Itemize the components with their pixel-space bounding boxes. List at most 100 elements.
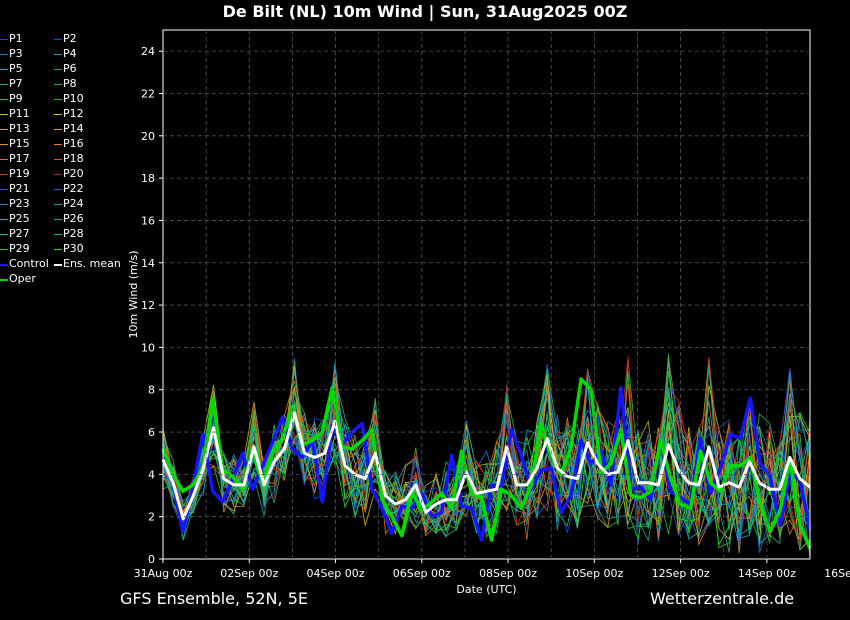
legend-label: P1	[9, 32, 23, 45]
y-tick-label: 10	[141, 341, 155, 354]
legend-label: P15	[9, 137, 30, 150]
legend-swatch	[0, 189, 8, 190]
y-tick-label: 0	[148, 553, 155, 566]
legend-label: P23	[9, 197, 30, 210]
legend-swatch	[54, 114, 62, 115]
source-caption: Wetterzentrale.de	[650, 589, 795, 608]
legend-label: P28	[63, 227, 84, 240]
legend-swatch	[0, 249, 8, 250]
y-tick-label: 16	[141, 214, 155, 227]
legend-swatch	[0, 39, 8, 40]
ens-mean-line	[161, 411, 811, 521]
y-tick-label: 8	[148, 384, 155, 397]
y-tick-label: 20	[141, 130, 155, 143]
legend-swatch	[54, 189, 62, 190]
oper-line	[161, 377, 812, 550]
legend-swatch	[54, 204, 62, 205]
x-tick-label: 04Sep 00z	[307, 567, 365, 580]
y-tick-label: 6	[148, 426, 155, 439]
legend-label: P25	[9, 212, 30, 225]
legend-swatch	[0, 159, 8, 160]
chart-title: De Bilt (NL) 10m Wind | Sun, 31Aug2025 0…	[222, 2, 628, 21]
ensemble-member-lines	[162, 354, 811, 557]
legend-swatch	[0, 264, 8, 266]
x-tick-label: 14Sep 00z	[738, 567, 796, 580]
legend-swatch	[0, 219, 8, 220]
y-tick-label: 2	[148, 511, 155, 524]
legend-swatch	[0, 234, 8, 235]
legend-label: P12	[63, 107, 84, 120]
legend-label: Oper	[9, 272, 36, 285]
legend-label: P5	[9, 62, 23, 75]
legend-label: P17	[9, 152, 30, 165]
legend-label: Control	[9, 257, 49, 270]
legend-label: P30	[63, 242, 84, 255]
legend-swatch	[54, 144, 62, 145]
legend-label: P21	[9, 182, 30, 195]
member-line-p21	[162, 367, 811, 547]
legend-swatch	[54, 174, 62, 175]
legend-label: P7	[9, 77, 23, 90]
legend-swatch	[54, 234, 62, 235]
legend-label: P22	[63, 182, 84, 195]
y-tick-label: 24	[141, 45, 155, 58]
legend-label: P9	[9, 92, 23, 105]
y-tick-label: 14	[141, 257, 155, 270]
legend-label: P8	[63, 77, 77, 90]
x-tick-label: 02Sep 00z	[220, 567, 278, 580]
legend-swatch	[54, 249, 62, 250]
x-axis-label: Date (UTC)	[456, 583, 516, 596]
y-tick-label: 18	[141, 172, 155, 185]
legend-swatch	[0, 69, 8, 70]
legend-label: P26	[63, 212, 84, 225]
legend-label: Ens. mean	[63, 257, 121, 270]
legend-swatch	[54, 84, 62, 85]
legend-swatch	[0, 144, 8, 145]
model-caption: GFS Ensemble, 52N, 5E	[120, 589, 308, 608]
legend-swatch	[0, 54, 8, 55]
x-tick-label: 10Sep 00z	[565, 567, 623, 580]
legend-label: P3	[9, 47, 23, 60]
x-tick-label: 06Sep 00z	[393, 567, 451, 580]
x-tick-label: 12Sep 00z	[652, 567, 710, 580]
legend-label: P24	[63, 197, 84, 210]
legend-swatch	[0, 84, 8, 85]
legend-label: P29	[9, 242, 30, 255]
legend-label: P19	[9, 167, 30, 180]
legend-swatch	[54, 99, 62, 100]
legend-swatch	[54, 69, 62, 70]
legend-swatch	[54, 129, 62, 130]
legend-label: P2	[63, 32, 77, 45]
x-tick-label: 16Sep 00z	[824, 567, 850, 580]
y-tick-label: 22	[141, 87, 155, 100]
legend-swatch	[54, 159, 62, 160]
y-tick-label: 4	[148, 468, 155, 481]
legend-label: P20	[63, 167, 84, 180]
y-tick-label: 12	[141, 299, 155, 312]
legend-swatch	[54, 39, 62, 40]
legend-swatch	[0, 279, 8, 281]
x-tick-label: 31Aug 00z	[134, 567, 193, 580]
legend-label: P13	[9, 122, 30, 135]
main-series-lines	[161, 377, 812, 550]
legend-swatch	[0, 174, 8, 175]
legend-label: P6	[63, 62, 77, 75]
legend-swatch	[54, 54, 62, 55]
legend-label: P14	[63, 122, 84, 135]
legend-swatch	[54, 219, 62, 220]
legend-swatch	[54, 264, 62, 266]
legend-swatch	[0, 99, 8, 100]
legend-label: P10	[63, 92, 84, 105]
legend-swatch	[0, 204, 8, 205]
y-axis-label: 10m Wind (m/s)	[127, 250, 140, 338]
legend-label: P16	[63, 137, 84, 150]
legend-label: P18	[63, 152, 84, 165]
legend-swatch	[0, 114, 8, 115]
legend-swatch	[0, 129, 8, 130]
legend-label: P4	[63, 47, 77, 60]
legend-label: P11	[9, 107, 30, 120]
legend-label: P27	[9, 227, 30, 240]
plot-frame	[162, 29, 811, 560]
